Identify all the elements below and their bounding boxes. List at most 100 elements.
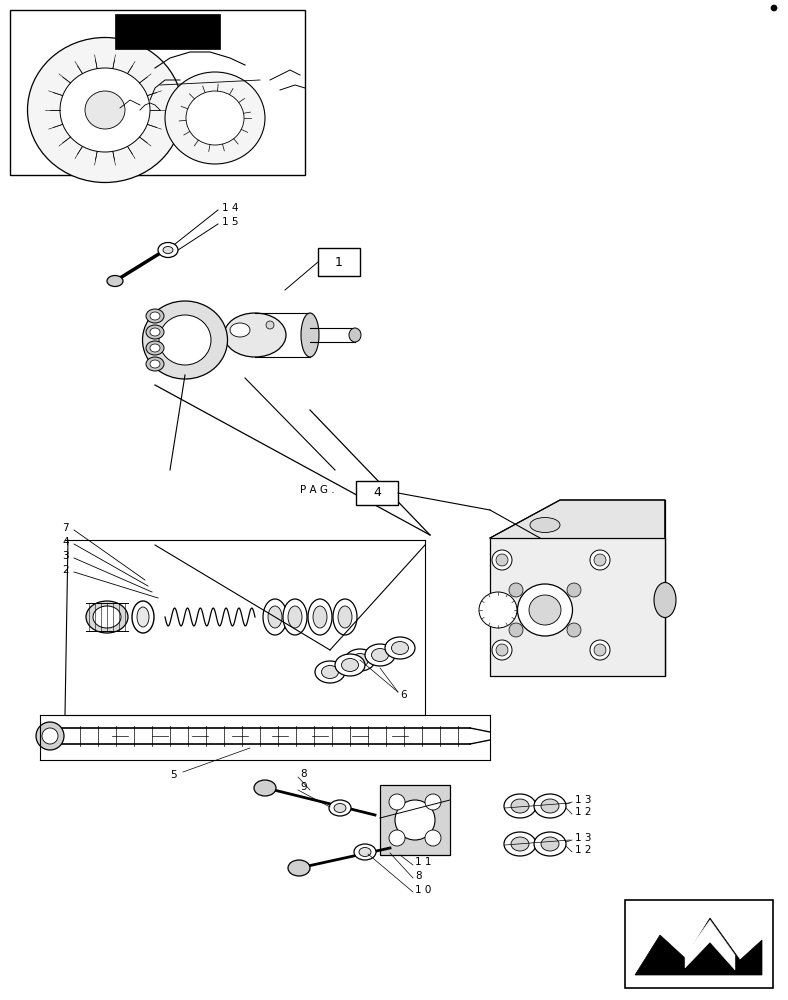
- Ellipse shape: [60, 68, 150, 152]
- Circle shape: [496, 554, 508, 566]
- Text: 2: 2: [62, 565, 69, 575]
- Polygon shape: [635, 918, 762, 975]
- Ellipse shape: [263, 599, 287, 635]
- Bar: [380, 785, 450, 855]
- Ellipse shape: [359, 848, 371, 856]
- Ellipse shape: [511, 837, 529, 851]
- Text: 4: 4: [373, 487, 381, 499]
- Ellipse shape: [518, 584, 573, 636]
- Ellipse shape: [150, 344, 160, 352]
- Text: 8: 8: [300, 769, 307, 779]
- Circle shape: [389, 830, 405, 846]
- Ellipse shape: [541, 837, 559, 851]
- Ellipse shape: [146, 357, 164, 371]
- Ellipse shape: [365, 644, 395, 666]
- Ellipse shape: [308, 599, 332, 635]
- Bar: [356, 481, 398, 505]
- Ellipse shape: [385, 637, 415, 659]
- Ellipse shape: [354, 844, 376, 860]
- Circle shape: [509, 583, 523, 597]
- Text: 1 3: 1 3: [575, 833, 592, 843]
- Text: P A G .: P A G .: [300, 485, 335, 495]
- Ellipse shape: [529, 595, 561, 625]
- Ellipse shape: [530, 518, 560, 532]
- Ellipse shape: [392, 642, 408, 654]
- Ellipse shape: [146, 309, 164, 323]
- Circle shape: [395, 800, 435, 840]
- Bar: [490, 538, 665, 676]
- Ellipse shape: [146, 341, 164, 355]
- Text: 8: 8: [415, 871, 422, 881]
- Ellipse shape: [338, 606, 352, 628]
- Text: 1 2: 1 2: [575, 807, 592, 817]
- Polygon shape: [490, 500, 665, 538]
- Text: 3: 3: [62, 551, 69, 561]
- Ellipse shape: [313, 606, 327, 628]
- Ellipse shape: [301, 313, 319, 357]
- Ellipse shape: [107, 275, 123, 286]
- Ellipse shape: [288, 860, 310, 876]
- Bar: [318, 248, 360, 276]
- Ellipse shape: [93, 606, 121, 628]
- Circle shape: [594, 644, 606, 656]
- Text: 1 0: 1 0: [415, 885, 431, 895]
- Ellipse shape: [349, 328, 361, 342]
- Ellipse shape: [479, 592, 517, 628]
- Circle shape: [425, 830, 441, 846]
- Ellipse shape: [504, 794, 536, 818]
- Circle shape: [590, 550, 610, 570]
- Ellipse shape: [132, 601, 154, 633]
- Ellipse shape: [158, 242, 178, 257]
- Ellipse shape: [28, 37, 183, 182]
- Text: 1 3: 1 3: [575, 795, 592, 805]
- Ellipse shape: [268, 606, 282, 628]
- Circle shape: [425, 794, 441, 810]
- Ellipse shape: [322, 666, 339, 678]
- Text: 4: 4: [62, 537, 69, 547]
- Circle shape: [771, 5, 777, 11]
- Text: 1 4: 1 4: [222, 203, 239, 213]
- Text: 5: 5: [170, 770, 177, 780]
- Ellipse shape: [371, 648, 388, 662]
- Circle shape: [590, 640, 610, 660]
- Ellipse shape: [163, 246, 173, 253]
- Bar: [625, 900, 773, 988]
- Ellipse shape: [266, 321, 274, 329]
- Ellipse shape: [341, 658, 359, 672]
- Text: 1 2: 1 2: [575, 845, 592, 855]
- Ellipse shape: [334, 804, 346, 812]
- Ellipse shape: [36, 722, 64, 750]
- Ellipse shape: [511, 799, 529, 813]
- Bar: [115, 14, 220, 49]
- Circle shape: [496, 644, 508, 656]
- Ellipse shape: [146, 325, 164, 339]
- Text: 1: 1: [335, 255, 343, 268]
- Ellipse shape: [504, 832, 536, 856]
- Circle shape: [389, 794, 405, 810]
- Ellipse shape: [254, 780, 276, 796]
- Bar: [10, 10, 305, 175]
- Ellipse shape: [143, 301, 228, 379]
- Ellipse shape: [165, 72, 265, 164]
- Ellipse shape: [315, 661, 345, 683]
- Circle shape: [567, 623, 581, 637]
- Text: 9: 9: [300, 782, 307, 792]
- Circle shape: [567, 583, 581, 597]
- Text: 1 1: 1 1: [415, 857, 432, 867]
- Circle shape: [492, 550, 512, 570]
- Circle shape: [492, 640, 512, 660]
- Ellipse shape: [283, 599, 307, 635]
- Ellipse shape: [42, 728, 58, 744]
- Text: 6: 6: [400, 690, 407, 700]
- Ellipse shape: [230, 323, 250, 337]
- Ellipse shape: [654, 582, 676, 617]
- Ellipse shape: [224, 313, 286, 357]
- Ellipse shape: [137, 607, 149, 627]
- Ellipse shape: [541, 799, 559, 813]
- Ellipse shape: [150, 360, 160, 368]
- Ellipse shape: [333, 599, 357, 635]
- Ellipse shape: [86, 601, 128, 633]
- Ellipse shape: [335, 654, 365, 676]
- Ellipse shape: [159, 315, 211, 365]
- Polygon shape: [685, 920, 735, 970]
